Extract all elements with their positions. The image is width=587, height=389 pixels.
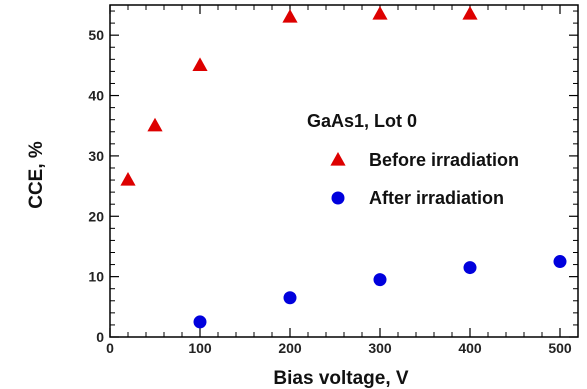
y-tick-label: 30 (88, 148, 104, 164)
data-point-after-irradiation (283, 291, 297, 305)
data-point-before-irradiation (462, 6, 478, 20)
y-axis-label: CCE, % (26, 141, 47, 209)
x-tick-label: 500 (548, 340, 572, 356)
data-point-before-irradiation (120, 172, 136, 186)
legend-marker-triangle (330, 152, 346, 166)
data-point-after-irradiation (193, 315, 207, 329)
data-point-before-irradiation (192, 57, 208, 71)
y-tick-label: 20 (88, 208, 104, 224)
x-tick-label: 100 (188, 340, 212, 356)
data-point-before-irradiation (147, 117, 163, 132)
x-tick-label: 400 (458, 340, 482, 356)
x-tick-label: 300 (368, 340, 392, 356)
x-tick-label: 0 (106, 340, 114, 356)
y-tick-label: 0 (96, 329, 104, 345)
data-point-after-irradiation (553, 255, 567, 269)
x-tick-label: 200 (278, 340, 302, 356)
data-points (120, 6, 567, 329)
data-point-after-irradiation (373, 273, 387, 287)
legend-label-after: After irradiation (369, 188, 504, 208)
legend: GaAs1, Lot 0 Before irradiation After ir… (307, 111, 519, 208)
y-tick-label: 10 (88, 269, 104, 285)
y-axis-ticks: 0 10 20 30 40 50 (88, 10, 578, 345)
data-point-before-irradiation (282, 9, 298, 23)
data-point-before-irradiation (372, 6, 388, 20)
y-tick-label: 50 (88, 27, 104, 43)
legend-markers (330, 152, 346, 205)
data-point-after-irradiation (463, 261, 477, 275)
x-axis-ticks: 0 100 200 300 400 500 (106, 5, 572, 356)
legend-marker-circle (331, 191, 345, 205)
legend-label-before: Before irradiation (369, 150, 519, 170)
y-tick-label: 40 (88, 88, 104, 104)
plot-frame (109, 4, 579, 338)
x-axis-label: Bias voltage, V (273, 368, 408, 389)
axes (109, 4, 579, 338)
legend-title: GaAs1, Lot 0 (307, 111, 417, 131)
